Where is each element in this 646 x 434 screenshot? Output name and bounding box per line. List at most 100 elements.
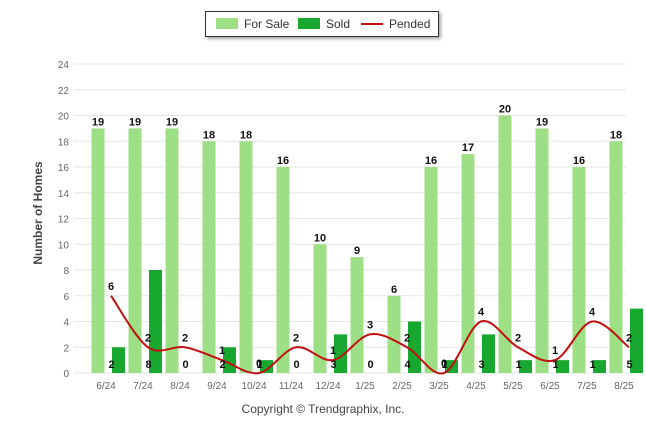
pended-line-layer [110,295,630,375]
y-tick-label: 10 [58,240,70,251]
data-label-sold: 2 [219,359,225,371]
legend-label-pended: Pended [389,17,431,31]
legend-item-pended[interactable]: Pended [361,17,430,31]
x-tick-label: 5/25 [503,381,523,392]
legend-label-for-sale: For Sale [244,17,290,31]
x-tick-label: 6/24 [96,381,116,392]
data-label-for-sale: 18 [240,129,252,141]
y-tick-label: 4 [63,318,69,329]
data-label-for-sale: 16 [425,155,437,167]
bar-sold [149,270,162,373]
data-label-sold: 8 [145,359,151,371]
bar-for-sale [387,295,401,373]
y-tick-label: 24 [58,60,70,71]
data-label-sold: 1 [256,359,262,371]
data-label-for-sale: 6 [391,284,397,296]
x-tick-label: 1/25 [355,381,375,392]
x-tick-label: 6/25 [540,381,560,392]
data-label-pended: 1 [552,345,558,357]
x-tick-label: 11/24 [279,381,304,392]
x-tick-label: 12/24 [315,381,340,392]
for-sale-swatch [216,18,238,29]
y-tick-label: 0 [63,369,69,380]
bar-for-sale [609,141,623,373]
data-label-pended: 2 [293,332,299,344]
legend-item-sold[interactable]: Sold [298,17,350,31]
bar-sold [630,308,643,373]
bar-for-sale [165,128,179,373]
bar-for-sale [535,128,549,373]
data-label-pended: 2 [404,332,410,344]
bar-for-sale [91,128,105,373]
pended-line [110,295,630,375]
data-label-pended: 2 [182,332,188,344]
data-label-sold: 1 [515,359,521,371]
data-label-sold: 3 [330,359,336,371]
y-tick-label: 8 [63,266,69,277]
data-label-pended: 2 [626,332,632,344]
data-label-sold: 1 [552,359,558,371]
x-tick-label: 8/24 [170,381,190,392]
data-label-for-sale: 18 [610,129,622,141]
data-labels: 1921981901821811601039064161173201191161… [92,104,633,372]
bar-sold [112,347,125,373]
data-label-for-sale: 10 [314,232,326,244]
data-label-sold: 0 [182,359,188,371]
data-label-for-sale: 17 [462,142,474,154]
y-tick-label: 22 [58,86,70,97]
data-label-pended: 2 [145,332,151,344]
bar-for-sale [498,115,512,373]
bar-for-sale [461,154,475,373]
data-label-for-sale: 16 [573,155,585,167]
data-label-for-sale: 18 [203,129,215,141]
bar-sold [593,360,606,373]
legend-label-sold: Sold [326,17,351,31]
y-axis-label: Number of Homes [31,161,45,265]
data-label-for-sale: 19 [536,116,548,128]
legend-item-for-sale[interactable]: For Sale [216,17,289,31]
bar-sold [334,334,347,373]
bar-sold [519,360,532,373]
y-tick-label: 16 [58,163,70,174]
x-tick-label: 3/25 [429,381,449,392]
bar-for-sale [202,141,216,373]
y-tick-label: 2 [63,343,69,354]
data-label-pended: 4 [478,307,485,319]
data-label-pended: 3 [367,319,373,331]
data-label-pended: 2 [515,332,521,344]
x-tick-label: 8/25 [614,381,634,392]
bar-sold [482,334,495,373]
data-label-pended: 0 [256,358,262,370]
data-label-for-sale: 19 [129,116,141,128]
bar-for-sale [313,244,327,373]
x-tick-label: 7/24 [133,381,153,392]
data-label-pended: 1 [219,345,225,357]
data-label-pended: 1 [330,345,336,357]
data-label-sold: 1 [589,359,595,371]
y-tick-label: 6 [63,292,69,303]
copyright-text: Copyright © Trendgraphix, Inc. [241,402,405,416]
data-label-sold: 2 [108,359,114,371]
data-label-sold: 0 [293,359,299,371]
x-tick-label: 10/24 [241,381,266,392]
data-label-for-sale: 9 [354,245,360,257]
x-axis-ticks: 6/24 7/24 8/24 9/24 10/24 11/24 12/24 1/25 2/25 3… [96,381,634,392]
data-label-for-sale: 19 [166,116,178,128]
bar-for-sale [128,128,142,373]
data-label-sold: 4 [404,359,411,371]
x-tick-label: 2/25 [392,381,412,392]
sold-swatch [298,18,320,29]
bar-for-sale [350,257,364,373]
bar-sold [223,347,236,373]
data-label-pended: 4 [589,307,596,319]
bar-sold [408,321,421,373]
bars [91,115,643,373]
x-tick-label: 7/25 [577,381,597,392]
bar-for-sale [276,167,290,373]
data-label-sold: 1 [441,359,447,371]
bar-sold [556,360,569,373]
bar-sold [260,360,273,373]
x-tick-label: 9/24 [207,381,227,392]
